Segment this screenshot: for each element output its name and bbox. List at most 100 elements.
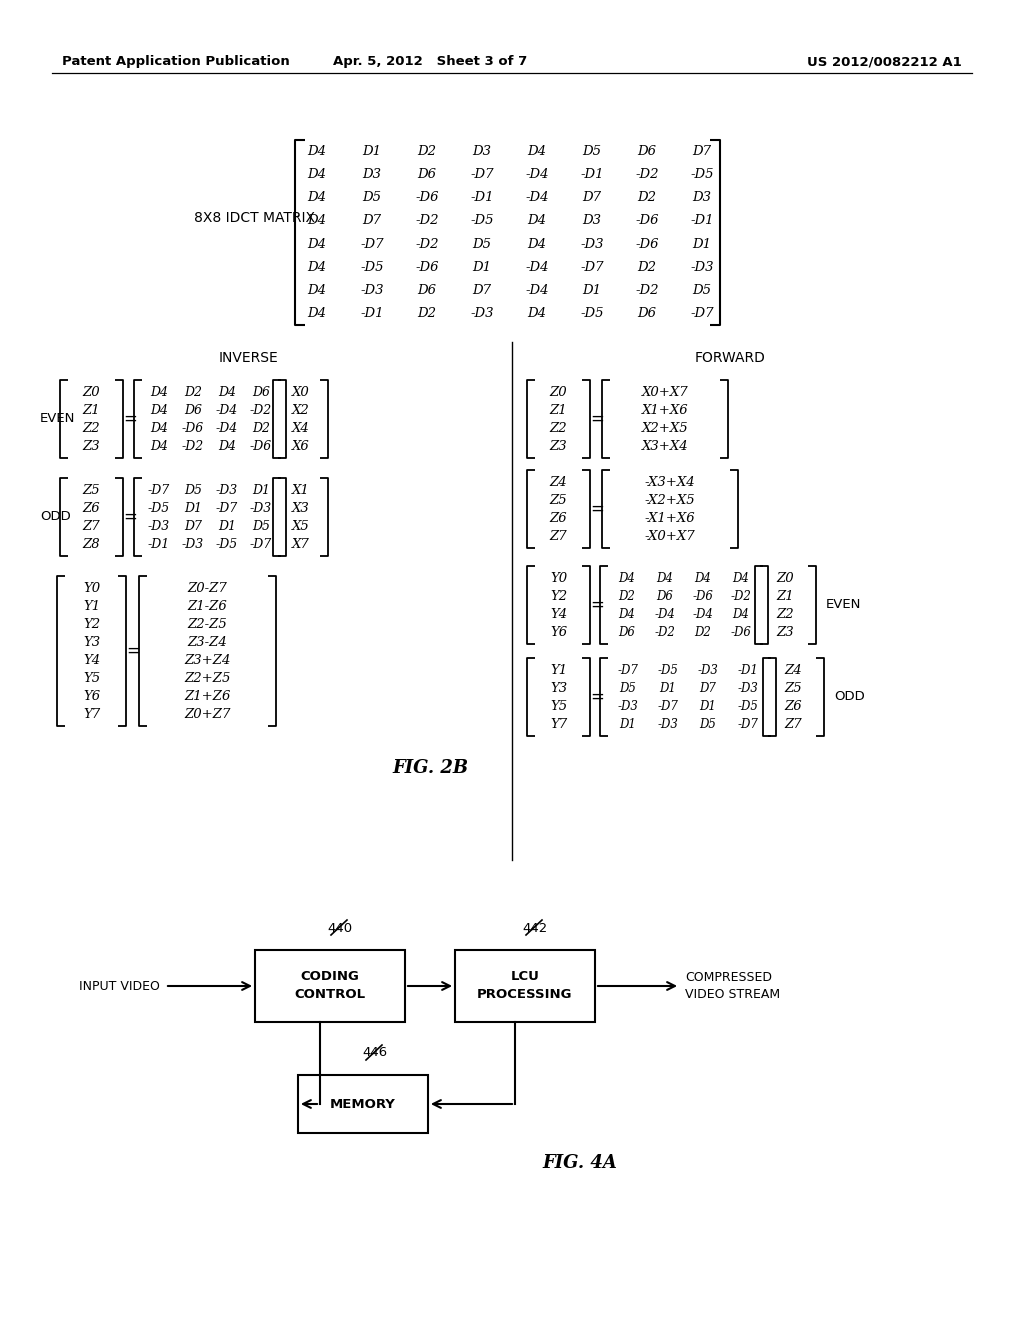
Text: D1: D1	[218, 520, 236, 532]
Text: -D5: -D5	[216, 537, 239, 550]
Text: D5: D5	[184, 483, 202, 496]
Text: D4: D4	[218, 385, 236, 399]
Text: X2+X5: X2+X5	[642, 421, 688, 434]
Text: EVEN: EVEN	[826, 598, 861, 611]
Text: =: =	[123, 508, 137, 525]
Text: Z5: Z5	[550, 494, 567, 507]
Text: -D6: -D6	[635, 214, 658, 227]
Text: =: =	[590, 411, 604, 428]
Text: Y6: Y6	[550, 626, 567, 639]
Text: -D7: -D7	[690, 308, 714, 319]
Text: D5: D5	[620, 681, 637, 694]
Text: Z6: Z6	[784, 700, 803, 713]
Text: -D6: -D6	[182, 421, 204, 434]
Text: Z0: Z0	[776, 572, 795, 585]
Text: -D2: -D2	[416, 238, 438, 251]
Text: Z3: Z3	[83, 440, 100, 453]
Text: COMPRESSED
VIDEO STREAM: COMPRESSED VIDEO STREAM	[685, 972, 780, 1001]
Text: -X1+X6: -X1+X6	[645, 511, 695, 524]
Text: D2: D2	[418, 308, 436, 319]
Text: D6: D6	[184, 404, 202, 417]
Text: D6: D6	[418, 168, 436, 181]
Text: Y5: Y5	[550, 700, 567, 713]
Text: ODD: ODD	[40, 511, 71, 524]
Text: X6: X6	[292, 440, 309, 453]
Text: D4: D4	[527, 308, 547, 319]
Text: D4: D4	[307, 260, 327, 273]
Text: X5: X5	[292, 520, 309, 532]
Text: D4: D4	[307, 191, 327, 205]
Text: -D3: -D3	[581, 238, 604, 251]
Text: Y4: Y4	[83, 653, 100, 667]
Text: -D7: -D7	[470, 168, 494, 181]
Text: Z2: Z2	[550, 421, 567, 434]
Text: Z7: Z7	[784, 718, 803, 730]
Text: -D5: -D5	[360, 260, 384, 273]
Text: INPUT VIDEO: INPUT VIDEO	[79, 979, 160, 993]
Text: -D4: -D4	[525, 284, 549, 297]
Text: Z3: Z3	[550, 440, 567, 453]
Text: Z6: Z6	[83, 502, 100, 515]
Text: -D7: -D7	[216, 502, 239, 515]
Text: D4: D4	[732, 607, 750, 620]
Text: 446: 446	[362, 1047, 387, 1060]
Text: D5: D5	[472, 238, 492, 251]
Text: Y2: Y2	[83, 618, 100, 631]
Text: -D6: -D6	[730, 626, 752, 639]
Text: Y0: Y0	[550, 572, 567, 585]
Bar	[255, 950, 406, 1022]
Text: Z6: Z6	[550, 511, 567, 524]
Text: -D1: -D1	[737, 664, 759, 676]
Text: D5: D5	[252, 520, 270, 532]
Text: -D5: -D5	[470, 214, 494, 227]
Text: -D6: -D6	[635, 238, 658, 251]
Text: Y5: Y5	[83, 672, 100, 685]
Text: US 2012/0082212 A1: US 2012/0082212 A1	[807, 55, 962, 69]
Text: -D2: -D2	[654, 626, 676, 639]
Text: FIG. 2B: FIG. 2B	[392, 759, 468, 777]
Text: Z0-Z7: Z0-Z7	[187, 582, 227, 594]
Text: -D1: -D1	[581, 168, 604, 181]
Text: D2: D2	[638, 260, 656, 273]
Text: X7: X7	[292, 537, 309, 550]
Text: D4: D4	[218, 440, 236, 453]
Text: Z0+Z7: Z0+Z7	[184, 708, 230, 721]
Text: D4: D4	[618, 607, 636, 620]
Text: D4: D4	[150, 404, 168, 417]
Text: D2: D2	[618, 590, 636, 602]
Text: -D5: -D5	[657, 664, 679, 676]
Bar	[298, 1074, 428, 1133]
Text: Y6: Y6	[83, 689, 100, 702]
Text: D6: D6	[656, 590, 674, 602]
Text: -D7: -D7	[657, 700, 679, 713]
Text: -X2+X5: -X2+X5	[645, 494, 695, 507]
Text: Z2: Z2	[83, 421, 100, 434]
Text: D7: D7	[692, 145, 712, 158]
Text: Apr. 5, 2012   Sheet 3 of 7: Apr. 5, 2012 Sheet 3 of 7	[333, 55, 527, 69]
Text: -D3: -D3	[697, 664, 719, 676]
Text: -D6: -D6	[416, 260, 438, 273]
Text: -D5: -D5	[737, 700, 759, 713]
Text: =: =	[123, 411, 137, 428]
Text: -D4: -D4	[216, 404, 239, 417]
Text: D5: D5	[699, 718, 717, 730]
Text: D4: D4	[307, 145, 327, 158]
Text: D4: D4	[618, 572, 636, 585]
Text: D3: D3	[472, 145, 492, 158]
Text: D2: D2	[694, 626, 712, 639]
Text: Y3: Y3	[83, 635, 100, 648]
Text: -D7: -D7	[617, 664, 638, 676]
Text: Z3: Z3	[776, 626, 795, 639]
Text: 8X8 IDCT MATRIX: 8X8 IDCT MATRIX	[195, 211, 315, 224]
Text: D4: D4	[307, 308, 327, 319]
Text: D3: D3	[692, 191, 712, 205]
Text: 440: 440	[328, 921, 352, 935]
Text: D2: D2	[252, 421, 270, 434]
Text: D1: D1	[692, 238, 712, 251]
Text: D6: D6	[252, 385, 270, 399]
Text: -D7: -D7	[147, 483, 170, 496]
Text: -D3: -D3	[657, 718, 679, 730]
Text: EVEN: EVEN	[40, 412, 76, 425]
Text: =: =	[590, 688, 604, 706]
Text: Y4: Y4	[550, 607, 567, 620]
